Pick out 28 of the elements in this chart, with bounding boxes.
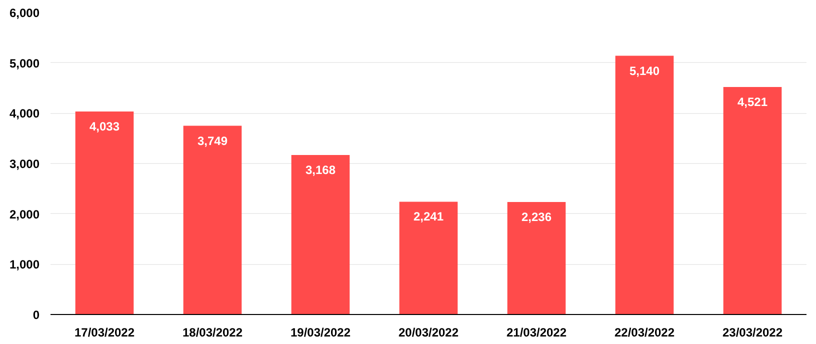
y-tick-label: 5,000 bbox=[9, 56, 40, 70]
bar bbox=[507, 202, 566, 314]
data-label: 2,241 bbox=[413, 210, 444, 224]
x-tick-label: 21/03/2022 bbox=[506, 326, 567, 340]
bar bbox=[183, 126, 242, 314]
y-tick-label: 4,000 bbox=[9, 106, 40, 121]
x-tick-label: 20/03/2022 bbox=[398, 326, 459, 340]
data-label: 2,236 bbox=[521, 210, 552, 224]
data-label: 4,033 bbox=[89, 120, 120, 134]
x-tick-label: 18/03/2022 bbox=[182, 326, 243, 340]
y-tick-label: 0 bbox=[32, 308, 40, 322]
bar bbox=[291, 155, 350, 314]
data-label: 3,168 bbox=[305, 163, 336, 178]
x-tick-label: 17/03/2022 bbox=[74, 326, 135, 340]
x-tick-label: 19/03/2022 bbox=[290, 326, 351, 340]
bar bbox=[723, 86, 782, 314]
bar bbox=[399, 202, 458, 314]
data-label: 3,749 bbox=[197, 134, 228, 148]
x-tick-label: 22/03/2022 bbox=[614, 326, 675, 340]
x-tick-label: 23/03/2022 bbox=[722, 326, 783, 340]
y-tick-label: 6,000 bbox=[9, 6, 40, 20]
data-label: 4,521 bbox=[737, 94, 768, 109]
bar bbox=[75, 112, 134, 314]
bar bbox=[615, 56, 674, 314]
y-tick-label: 2,000 bbox=[9, 207, 40, 222]
data-label: 5,140 bbox=[629, 64, 660, 78]
y-tick-label: 1,000 bbox=[9, 258, 40, 272]
y-tick-label: 3,000 bbox=[9, 157, 40, 171]
